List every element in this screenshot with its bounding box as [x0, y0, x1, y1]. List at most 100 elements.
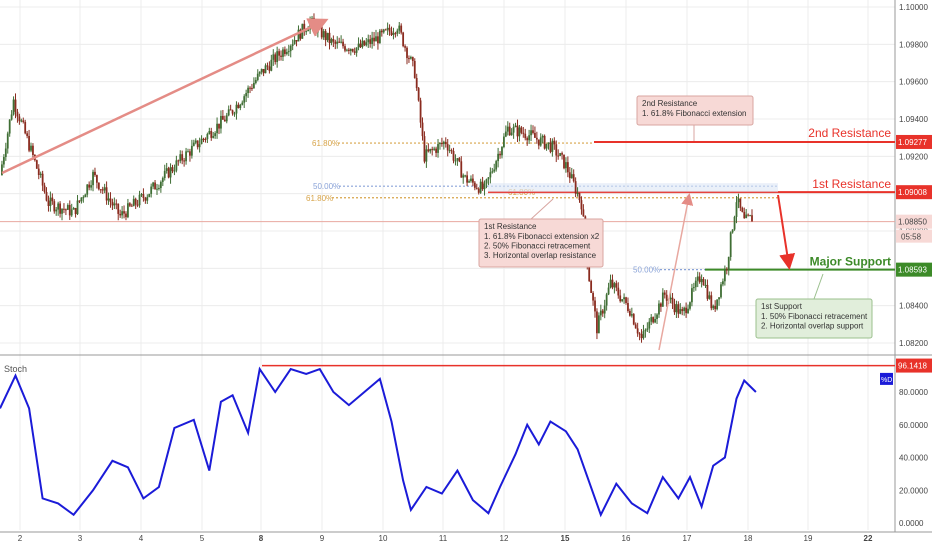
candle-body	[704, 284, 707, 286]
current-price-badge-text: 1.08850	[898, 218, 927, 227]
countdown-badge	[896, 229, 932, 243]
candle-body	[609, 279, 612, 288]
candle-body	[167, 168, 170, 178]
candle-body	[656, 314, 658, 319]
candle-body	[590, 281, 593, 293]
candle-body	[318, 25, 321, 27]
candle-body	[282, 49, 284, 57]
candle-body	[1, 164, 3, 175]
candle-body	[202, 138, 205, 140]
candle-body	[128, 203, 131, 206]
candle-body	[18, 116, 21, 122]
candle-body	[84, 194, 87, 198]
second-resistance-box-line: 1. 61.8% Fibonacci extension	[642, 109, 747, 118]
candle-body	[613, 283, 616, 288]
candle-body	[683, 307, 686, 312]
candle-body	[706, 284, 709, 299]
annotations: 2nd Resistance 1st Resistance Major Suppor…	[478, 95, 891, 339]
candle-body	[158, 188, 160, 190]
candle-body	[623, 297, 625, 300]
candle-body	[572, 174, 575, 182]
candle-body	[751, 215, 753, 222]
candle-body	[22, 120, 25, 122]
candle-body	[636, 328, 639, 334]
candle-body	[249, 87, 251, 89]
candle-body	[330, 39, 333, 44]
candle-body	[483, 183, 486, 190]
candle-body	[446, 144, 449, 151]
candle-body	[708, 295, 711, 299]
candle-body	[696, 276, 699, 281]
candle-body	[97, 182, 100, 190]
first-support-box-line: 2. Horizontal overlap support	[761, 322, 864, 331]
candle-body	[491, 171, 494, 173]
candle-body	[72, 208, 75, 210]
candle-body	[293, 40, 296, 45]
candle-body	[47, 200, 50, 207]
candle-body	[187, 151, 189, 153]
candle-body	[363, 40, 366, 46]
candle-body	[320, 25, 323, 38]
candle-body	[749, 215, 751, 217]
candle-body	[425, 149, 428, 162]
candle-body	[214, 133, 217, 137]
second-resistance-box-bg	[636, 95, 754, 126]
candle-body	[216, 123, 218, 134]
candle-body	[63, 208, 65, 210]
candle-body	[154, 182, 156, 190]
candle-body	[136, 204, 139, 206]
candle-body	[493, 169, 496, 172]
candle-body	[640, 334, 643, 339]
candle-body	[687, 308, 689, 314]
stoch-legend-text: %D	[881, 377, 892, 384]
candle-body	[549, 142, 552, 152]
candle-body	[119, 213, 122, 216]
candle-body	[245, 93, 248, 97]
candle-body	[121, 211, 124, 216]
candle-body	[181, 154, 184, 161]
candle-body	[254, 79, 257, 83]
candle-body	[367, 39, 370, 43]
candle-body	[722, 281, 724, 285]
candle-body	[524, 133, 527, 139]
candle-body	[489, 172, 492, 178]
candle-body	[506, 126, 509, 132]
candle-body	[681, 309, 684, 312]
candle-body	[555, 144, 558, 156]
candle-body	[501, 147, 503, 156]
candle-body	[473, 182, 476, 188]
candle-body	[576, 193, 579, 195]
candle-body	[80, 197, 83, 202]
candle-body	[297, 29, 300, 42]
candle-body	[685, 307, 688, 314]
candle-body	[4, 148, 7, 158]
candle-body	[53, 201, 56, 212]
candle-body	[239, 104, 242, 109]
candle-body	[10, 114, 13, 120]
candle-body	[113, 203, 116, 206]
candlesticks[interactable]	[1, 13, 753, 343]
candle-body	[260, 68, 263, 72]
candle-body	[233, 113, 236, 115]
candle-body	[159, 181, 162, 189]
candle-body	[464, 175, 467, 177]
candle-body	[103, 187, 106, 191]
candle-body	[520, 127, 523, 133]
candle-body	[437, 144, 439, 153]
candle-body	[12, 99, 15, 115]
candle-body	[268, 66, 271, 71]
candle-body	[444, 141, 447, 145]
candle-body	[601, 310, 604, 314]
candle-body	[537, 139, 540, 146]
candle-body	[115, 203, 118, 205]
candle-body	[220, 115, 222, 129]
candle-body	[627, 303, 629, 311]
candle-body	[369, 39, 372, 44]
fib-500-label: 50.00%	[313, 182, 340, 191]
candle-body	[235, 104, 238, 114]
stoch-line[interactable]	[0, 366, 757, 518]
candle-body	[413, 60, 416, 78]
candle-body	[510, 132, 513, 136]
